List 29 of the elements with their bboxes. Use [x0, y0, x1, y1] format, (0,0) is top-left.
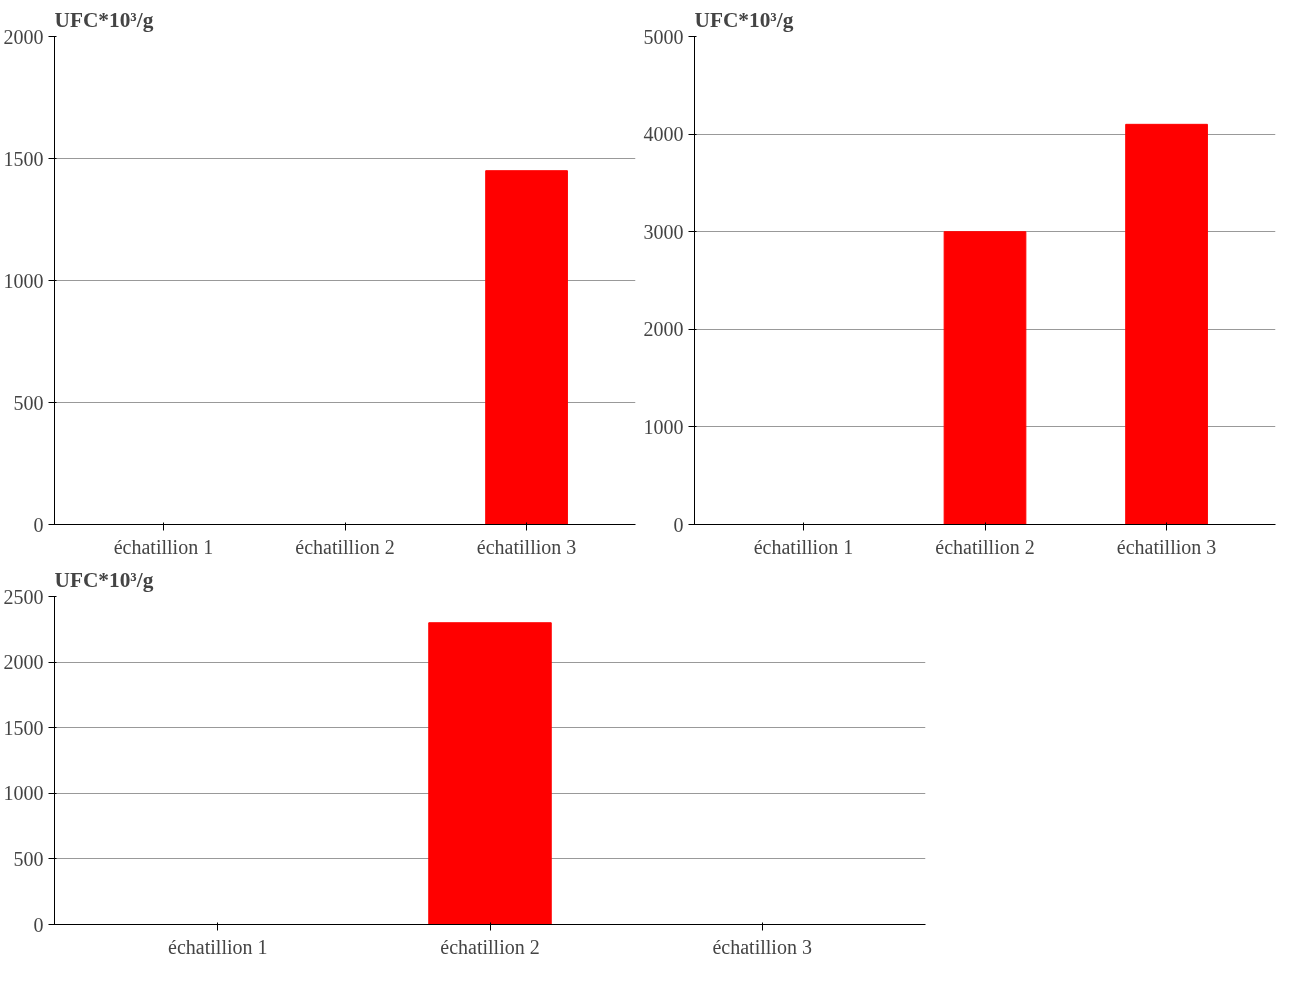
x-tick-label: échatillion 2	[440, 935, 540, 958]
y-tick-label: 2000	[3, 651, 44, 674]
y-tick-label: 1500	[3, 716, 44, 739]
y-tick-label: 3000	[643, 220, 684, 243]
x-tick-label: échatillion 1	[113, 535, 214, 558]
y-tick-label: 1000	[3, 782, 44, 805]
y-tick-label: 5000	[643, 25, 684, 48]
y-axis-title: UFC*10³/g	[694, 7, 794, 32]
y-tick-label: 2500	[3, 585, 44, 608]
y-tick-label: 1000	[3, 269, 44, 292]
y-axis-title: UFC*10³/g	[54, 567, 154, 592]
y-tick-label: 500	[13, 391, 44, 414]
y-tick-label: 0	[33, 513, 44, 536]
y-tick-label: 0	[33, 913, 44, 936]
y-tick-label: 2000	[3, 25, 44, 48]
x-tick-label: échatillion 1	[753, 535, 854, 558]
y-tick-label: 500	[13, 847, 44, 870]
y-tick-label: 0	[673, 513, 684, 536]
x-tick-label: échatillion 1	[168, 935, 268, 958]
x-tick-label: échatillion 3	[1116, 535, 1217, 558]
x-tick-label: échatillion 3	[712, 935, 812, 958]
y-tick-label: 2000	[643, 318, 684, 341]
y-axis-title: UFC*10³/g	[54, 7, 154, 32]
y-tick-label: 1000	[643, 415, 684, 438]
y-tick-label: 4000	[643, 123, 684, 146]
x-tick-label: échatillion 2	[935, 535, 1035, 558]
x-tick-label: échatillion 2	[295, 535, 395, 558]
y-tick-label: 1500	[3, 147, 44, 170]
x-tick-label: échatillion 3	[476, 535, 577, 558]
